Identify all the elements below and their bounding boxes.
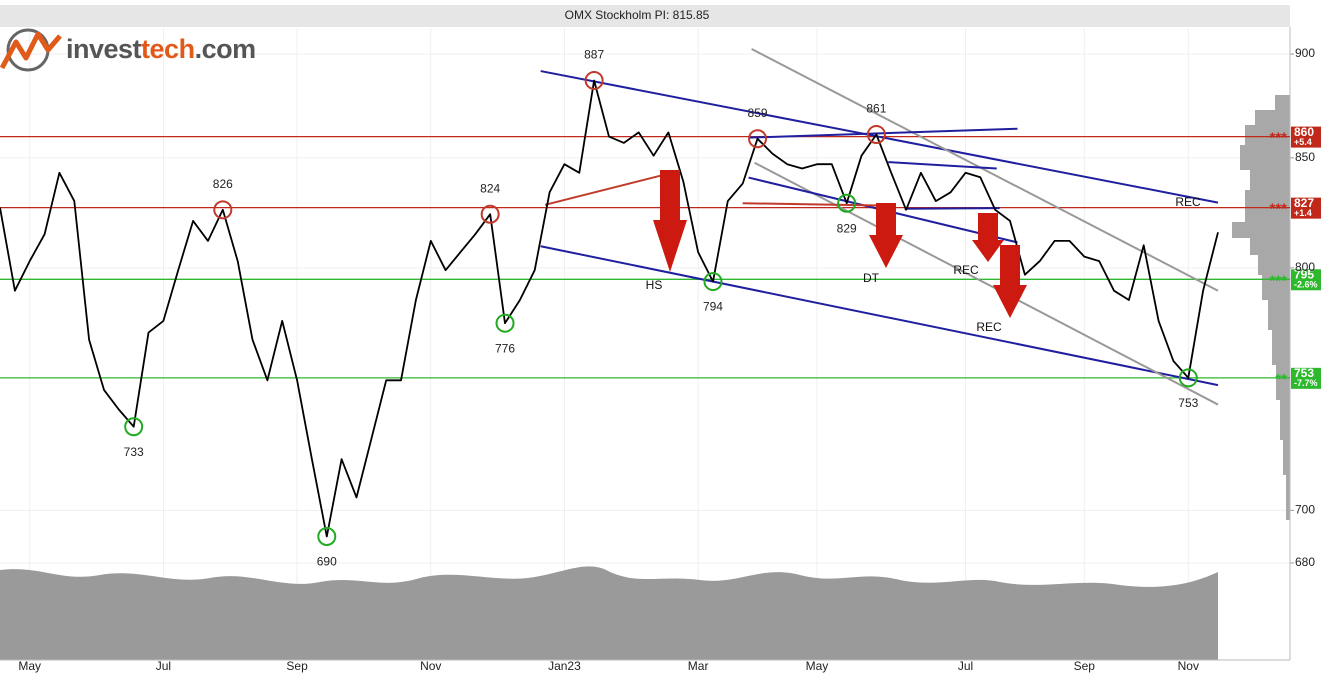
sell-arrow [972,213,1004,262]
extremes: 733 826 690 824 776 887 794 859 829 861 753 [124,48,1199,569]
logo-text: investtech.com [66,34,256,64]
sell-arrow [993,245,1027,318]
extreme-label: 826 [213,177,233,191]
trend-line [888,161,997,170]
level-change: +1.4 [1294,208,1312,218]
extreme-circle [584,70,604,90]
y-tick-label: 800 [1295,260,1315,274]
level-value: 860 [1294,125,1314,139]
level-box [1291,197,1321,219]
extreme-label: 859 [748,106,768,120]
levels: *** 860+5.4 *** 827+1.4 *** 795-2.6% ** 753-7.7… [0,125,1321,389]
sell-arrow [653,170,687,272]
level-stars: *** [1269,130,1287,147]
level-stars: *** [1269,201,1287,218]
trend-line [540,245,1219,387]
trend-line [754,161,1219,406]
x-tick-label: Nov [1178,659,1199,673]
extreme-circle [703,272,723,292]
extreme-circle [748,129,768,149]
level-value: 827 [1294,196,1314,210]
sell-arrow [869,203,903,268]
level-value: 753 [1294,366,1314,380]
x-tick-label: Jul [156,659,171,673]
x-tick-label: Sep [1074,659,1096,673]
x-tick-label: Mar [688,659,709,673]
x-tick-label: Nov [420,659,441,673]
trend-line [748,127,1018,139]
logo-part: .com [195,34,256,64]
extreme-label: 733 [124,445,144,459]
extreme-label: 861 [866,102,886,116]
trend-line [540,70,1219,204]
level-stars: *** [1269,272,1287,289]
extreme-label: 753 [1178,396,1198,410]
x-tick-label: Sep [286,659,308,673]
level-change: -7.7% [1294,378,1318,388]
level-change: -2.6% [1294,280,1318,290]
trend-line [544,172,669,206]
pattern-label: REC [976,320,1002,334]
extreme-circle [1178,368,1198,388]
trend-line [751,48,1219,292]
extreme-label: 794 [703,300,723,314]
title-bar [0,5,1290,27]
extreme-label: 829 [837,221,857,235]
trend-line [904,207,1000,210]
y-tick-label: 700 [1295,503,1315,517]
extreme-circle [837,193,857,213]
level-value: 795 [1294,267,1314,281]
logo-part: tech [141,34,195,64]
extreme-label: 690 [317,555,337,569]
pattern-label: DT [863,271,880,285]
extreme-circle [317,526,337,546]
extreme-circle [213,200,233,220]
extreme-circle [866,124,886,144]
y-tick-label: 680 [1295,555,1315,569]
signal-arrows [653,170,1027,318]
x-tick-label: May [806,659,829,673]
extreme-label: 887 [584,48,604,62]
level-box [1291,126,1321,148]
extreme-circle [495,313,515,333]
pattern-label: HS [646,278,663,292]
extreme-label: 824 [480,181,500,195]
extreme-circle [124,417,144,437]
volume-profile [1232,95,1290,520]
price [0,79,1219,538]
logo-zigzag [0,31,62,70]
x-tick-label: May [18,659,41,673]
level-box [1291,367,1321,389]
level-stars: ** [1275,371,1287,388]
volume-area [0,566,1218,660]
x-tick-label: Jan23 [548,659,581,673]
level-box [1291,269,1321,291]
trend-line [742,202,880,207]
logo-part: invest [66,34,142,64]
pattern-label: REC [1175,195,1201,209]
trend-lines [540,48,1219,406]
level-change: +5.4 [1294,137,1312,147]
extreme-circle [480,204,500,224]
logo: investtech.com [0,28,256,72]
y-tick-label: 900 [1295,46,1315,60]
y-tick-label: 850 [1295,150,1315,164]
pattern-label: REC [953,263,979,277]
extreme-label: 776 [495,341,515,355]
chart-title: OMX Stockholm PI: 815.85 [565,8,710,22]
x-tick-label: Jul [958,659,973,673]
price-line [0,79,1219,538]
